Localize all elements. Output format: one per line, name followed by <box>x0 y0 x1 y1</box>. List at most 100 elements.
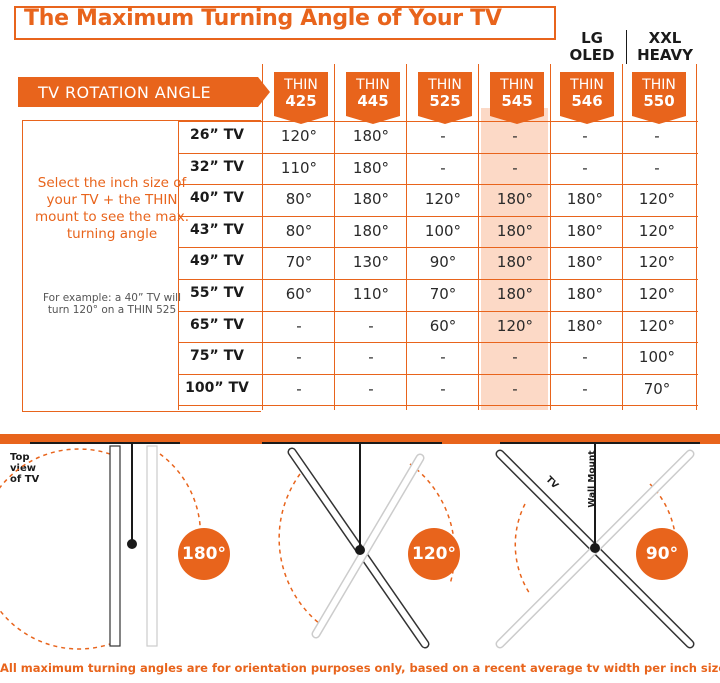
rotation-diagram <box>0 444 695 650</box>
angle-badge-120: 120° <box>408 528 460 580</box>
angle-cell: 110° <box>280 158 318 177</box>
column-header-2: THIN 525 <box>418 72 472 124</box>
angle-cell: 120° <box>638 285 676 303</box>
angle-cell: - <box>440 348 446 367</box>
angle-cell: - <box>582 158 588 177</box>
column-header-model: 546 <box>571 92 603 110</box>
angle-cell: - <box>296 316 302 335</box>
page-title: The Maximum Turning Angle of Your TV <box>24 6 502 31</box>
arc-120-left <box>278 473 321 625</box>
xxl-heavy-header: XXL HEAVY <box>626 30 701 64</box>
angle-cell: 120° <box>280 127 318 145</box>
angle-cell: 120° <box>638 190 676 209</box>
angle-cell: 70° <box>643 379 671 398</box>
column-divider <box>406 64 407 410</box>
angle-cell: 180° <box>566 221 604 240</box>
angle-cell: 70° <box>285 253 313 272</box>
column-header-arrow <box>632 116 686 124</box>
angle-cell: 60° <box>429 316 457 335</box>
column-divider <box>178 121 179 410</box>
angle-cell: 180° <box>352 190 390 209</box>
column-header-arrow <box>418 116 472 124</box>
angle-cell: 80° <box>285 221 313 240</box>
column-header-model: 525 <box>429 92 461 110</box>
arc-90-left <box>514 503 531 595</box>
selection-hint: Select the inch size of your TV + the TH… <box>34 175 190 242</box>
rotation-header-arrow <box>258 77 270 107</box>
column-header-arrow <box>490 116 544 124</box>
angle-badge-180: 180° <box>178 528 230 580</box>
column-header-1: THIN 445 <box>346 72 400 124</box>
angle-cell: - <box>512 348 518 367</box>
angle-cell: 180° <box>496 221 534 240</box>
lg-oled-header: LG OLED <box>569 29 615 64</box>
row-label: 32” TV <box>190 158 244 175</box>
angle-cell: - <box>654 158 660 177</box>
column-header-4: THIN 546 <box>560 72 614 124</box>
column-header-top: THIN <box>642 77 676 93</box>
row-label: 100” TV <box>185 379 249 396</box>
top-view-label: Top view of TV <box>10 452 40 485</box>
angle-cell: 130° <box>352 253 390 272</box>
column-header-model: 545 <box>501 92 533 110</box>
row-label: 40” TV <box>190 190 244 207</box>
diagram-120 <box>278 444 456 649</box>
row-divider <box>178 374 698 375</box>
column-header-model: 550 <box>643 92 675 110</box>
angle-cell: 90° <box>429 253 457 272</box>
angle-cell: 180° <box>496 190 534 209</box>
angle-cell: 180° <box>566 190 604 209</box>
angle-cell: - <box>512 158 518 177</box>
row-divider <box>178 247 698 248</box>
ceiling-strip <box>0 434 720 444</box>
column-divider <box>622 64 623 410</box>
rotation-angle-label: TV ROTATION ANGLE <box>38 83 212 102</box>
angle-cell: 70° <box>429 285 457 303</box>
row-label: 55” TV <box>190 285 244 301</box>
angle-cell: 120° <box>424 190 462 209</box>
angle-cell: - <box>440 158 446 177</box>
angle-cell: - <box>440 127 446 145</box>
angle-cell: 180° <box>566 316 604 335</box>
angle-cell: 180° <box>352 158 390 177</box>
example-note: For example: a 40” TV will turn 120° on … <box>43 292 181 316</box>
row-divider <box>178 279 698 280</box>
title-frame <box>14 6 556 40</box>
angle-cell: 100° <box>638 348 676 367</box>
wall-mount-label: Wall Mount <box>587 450 598 508</box>
angle-cell: 180° <box>566 285 604 303</box>
wall-line-2 <box>262 442 442 444</box>
column-header-arrow <box>274 116 328 124</box>
tv-panel-diag-2-inner <box>313 455 423 637</box>
row-divider <box>178 405 698 406</box>
column-divider <box>334 64 335 410</box>
angle-cell: - <box>440 379 446 398</box>
angle-cell: - <box>296 379 302 398</box>
angle-cell: 120° <box>638 221 676 240</box>
angle-cell: 120° <box>638 253 676 272</box>
column-header-top: THIN <box>428 77 462 93</box>
row-divider <box>178 153 698 154</box>
row-label: 43” TV <box>190 221 244 238</box>
tv-panel-left <box>109 445 121 647</box>
selection-hint-frame <box>22 120 261 412</box>
column-divider <box>550 64 551 410</box>
rotation-angle-header: TV ROTATION ANGLE <box>18 77 270 107</box>
angle-cell: - <box>512 379 518 398</box>
diagram-90 <box>495 444 695 649</box>
tv-panel-right-ghost <box>146 445 158 647</box>
column-header-0: THIN 425 <box>274 72 328 124</box>
angle-badge-90: 90° <box>636 528 688 580</box>
pivot-3 <box>590 543 600 553</box>
angle-cell: 180° <box>566 253 604 272</box>
angle-cell: 180° <box>496 285 534 303</box>
column-header-5: THIN 550 <box>632 72 686 124</box>
row-divider <box>178 216 698 217</box>
row-label: 26” TV <box>190 127 244 143</box>
angle-cell: - <box>654 127 660 145</box>
angle-cell: - <box>582 348 588 367</box>
column-header-top: THIN <box>500 77 534 93</box>
column-header-top: THIN <box>284 77 318 93</box>
column-header-3: THIN 545 <box>490 72 544 124</box>
pivot-2 <box>355 545 365 555</box>
